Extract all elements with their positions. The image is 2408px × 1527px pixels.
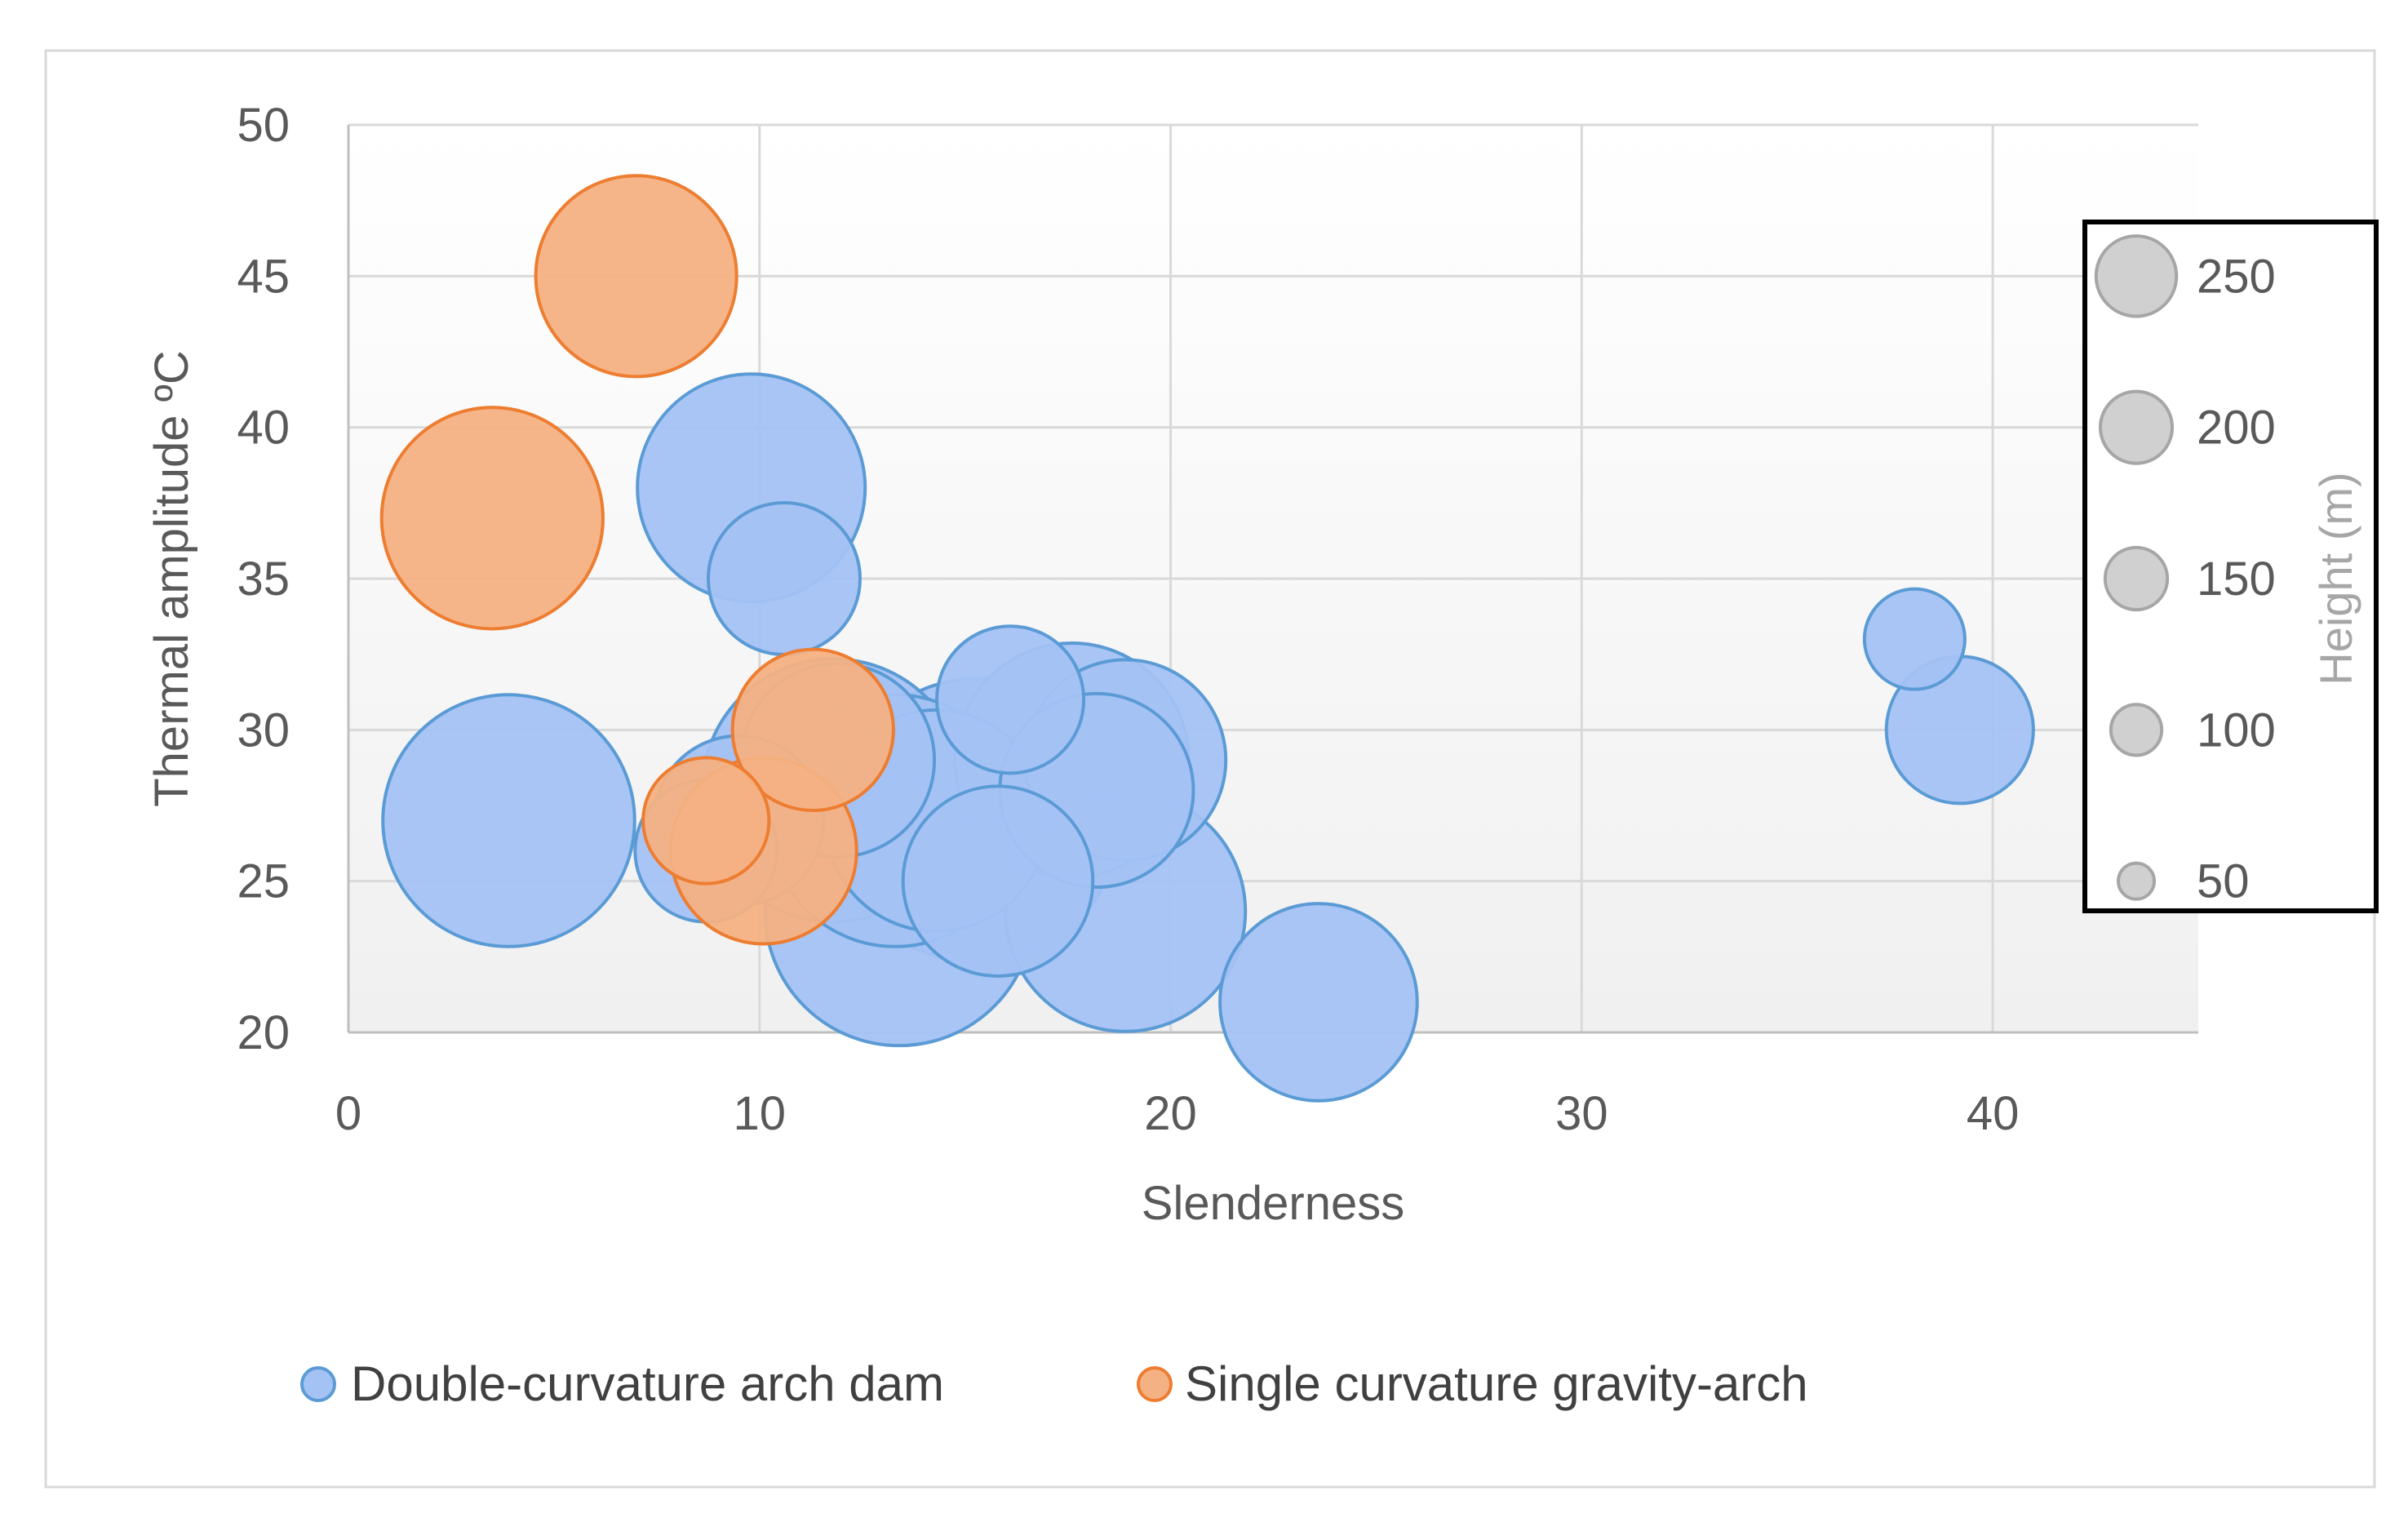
y-tick-label: 20 <box>237 1006 290 1059</box>
size-legend-label: 150 <box>2197 553 2276 606</box>
x-tick-label: 10 <box>734 1087 787 1140</box>
bubble-double-curvature <box>901 784 1095 978</box>
x-tick-label: 30 <box>1555 1087 1608 1140</box>
series-legend: Double-curvature arch dam Single curvatur… <box>300 1356 1808 1411</box>
y-axis-label: Thermal amplitude ºC <box>145 350 198 807</box>
legend-marker <box>1137 1366 1173 1402</box>
x-axis-label: Slenderness <box>1142 1177 1404 1230</box>
bubbles <box>379 174 2035 1103</box>
x-tick-label: 0 <box>335 1087 361 1140</box>
y-tick-label: 35 <box>237 553 290 606</box>
size-legend-bubble <box>2103 545 2170 612</box>
bubble-double-curvature <box>706 500 863 657</box>
bubble-double-curvature <box>1862 587 1967 691</box>
y-tick-labels: 20 25 30 35 40 45 50 <box>237 99 290 1059</box>
x-tick-label: 40 <box>1967 1087 2020 1140</box>
size-legend-label: 100 <box>2197 704 2276 757</box>
x-tick-labels: 0 10 20 30 40 <box>335 1087 2020 1140</box>
size-legend-title: Height (m) <box>2310 472 2361 685</box>
bubble-single-curvature <box>730 647 895 812</box>
bubble-double-curvature <box>381 693 636 948</box>
size-legend-label: 250 <box>2197 250 2276 303</box>
y-tick-label: 50 <box>237 99 290 152</box>
bubble-single-curvature <box>641 756 771 886</box>
bubble-single-curvature <box>534 174 738 379</box>
bubble-single-curvature <box>379 406 605 631</box>
y-tick-label: 45 <box>237 250 290 303</box>
size-legend-bubble <box>2098 389 2175 465</box>
bubble-double-curvature <box>1218 902 1419 1103</box>
size-legend-bubble <box>2116 861 2157 901</box>
legend-label: Double-curvature arch dam <box>351 1356 944 1411</box>
size-legend-bubble <box>2094 234 2179 318</box>
y-tick-label: 25 <box>237 855 290 908</box>
y-tick-label: 40 <box>237 402 290 455</box>
size-legend-label: 50 <box>2197 855 2250 908</box>
size-legend: 250 200 150 100 50 <box>2094 234 2276 908</box>
y-tick-label: 30 <box>237 704 290 757</box>
legend-marker <box>300 1366 336 1402</box>
x-tick-label: 20 <box>1144 1087 1197 1140</box>
size-legend-bubble <box>2109 703 2164 757</box>
legend-label: Single curvature gravity-arch <box>1185 1356 1808 1411</box>
bubble-double-curvature <box>935 624 1086 775</box>
size-legend-label: 200 <box>2197 402 2276 455</box>
